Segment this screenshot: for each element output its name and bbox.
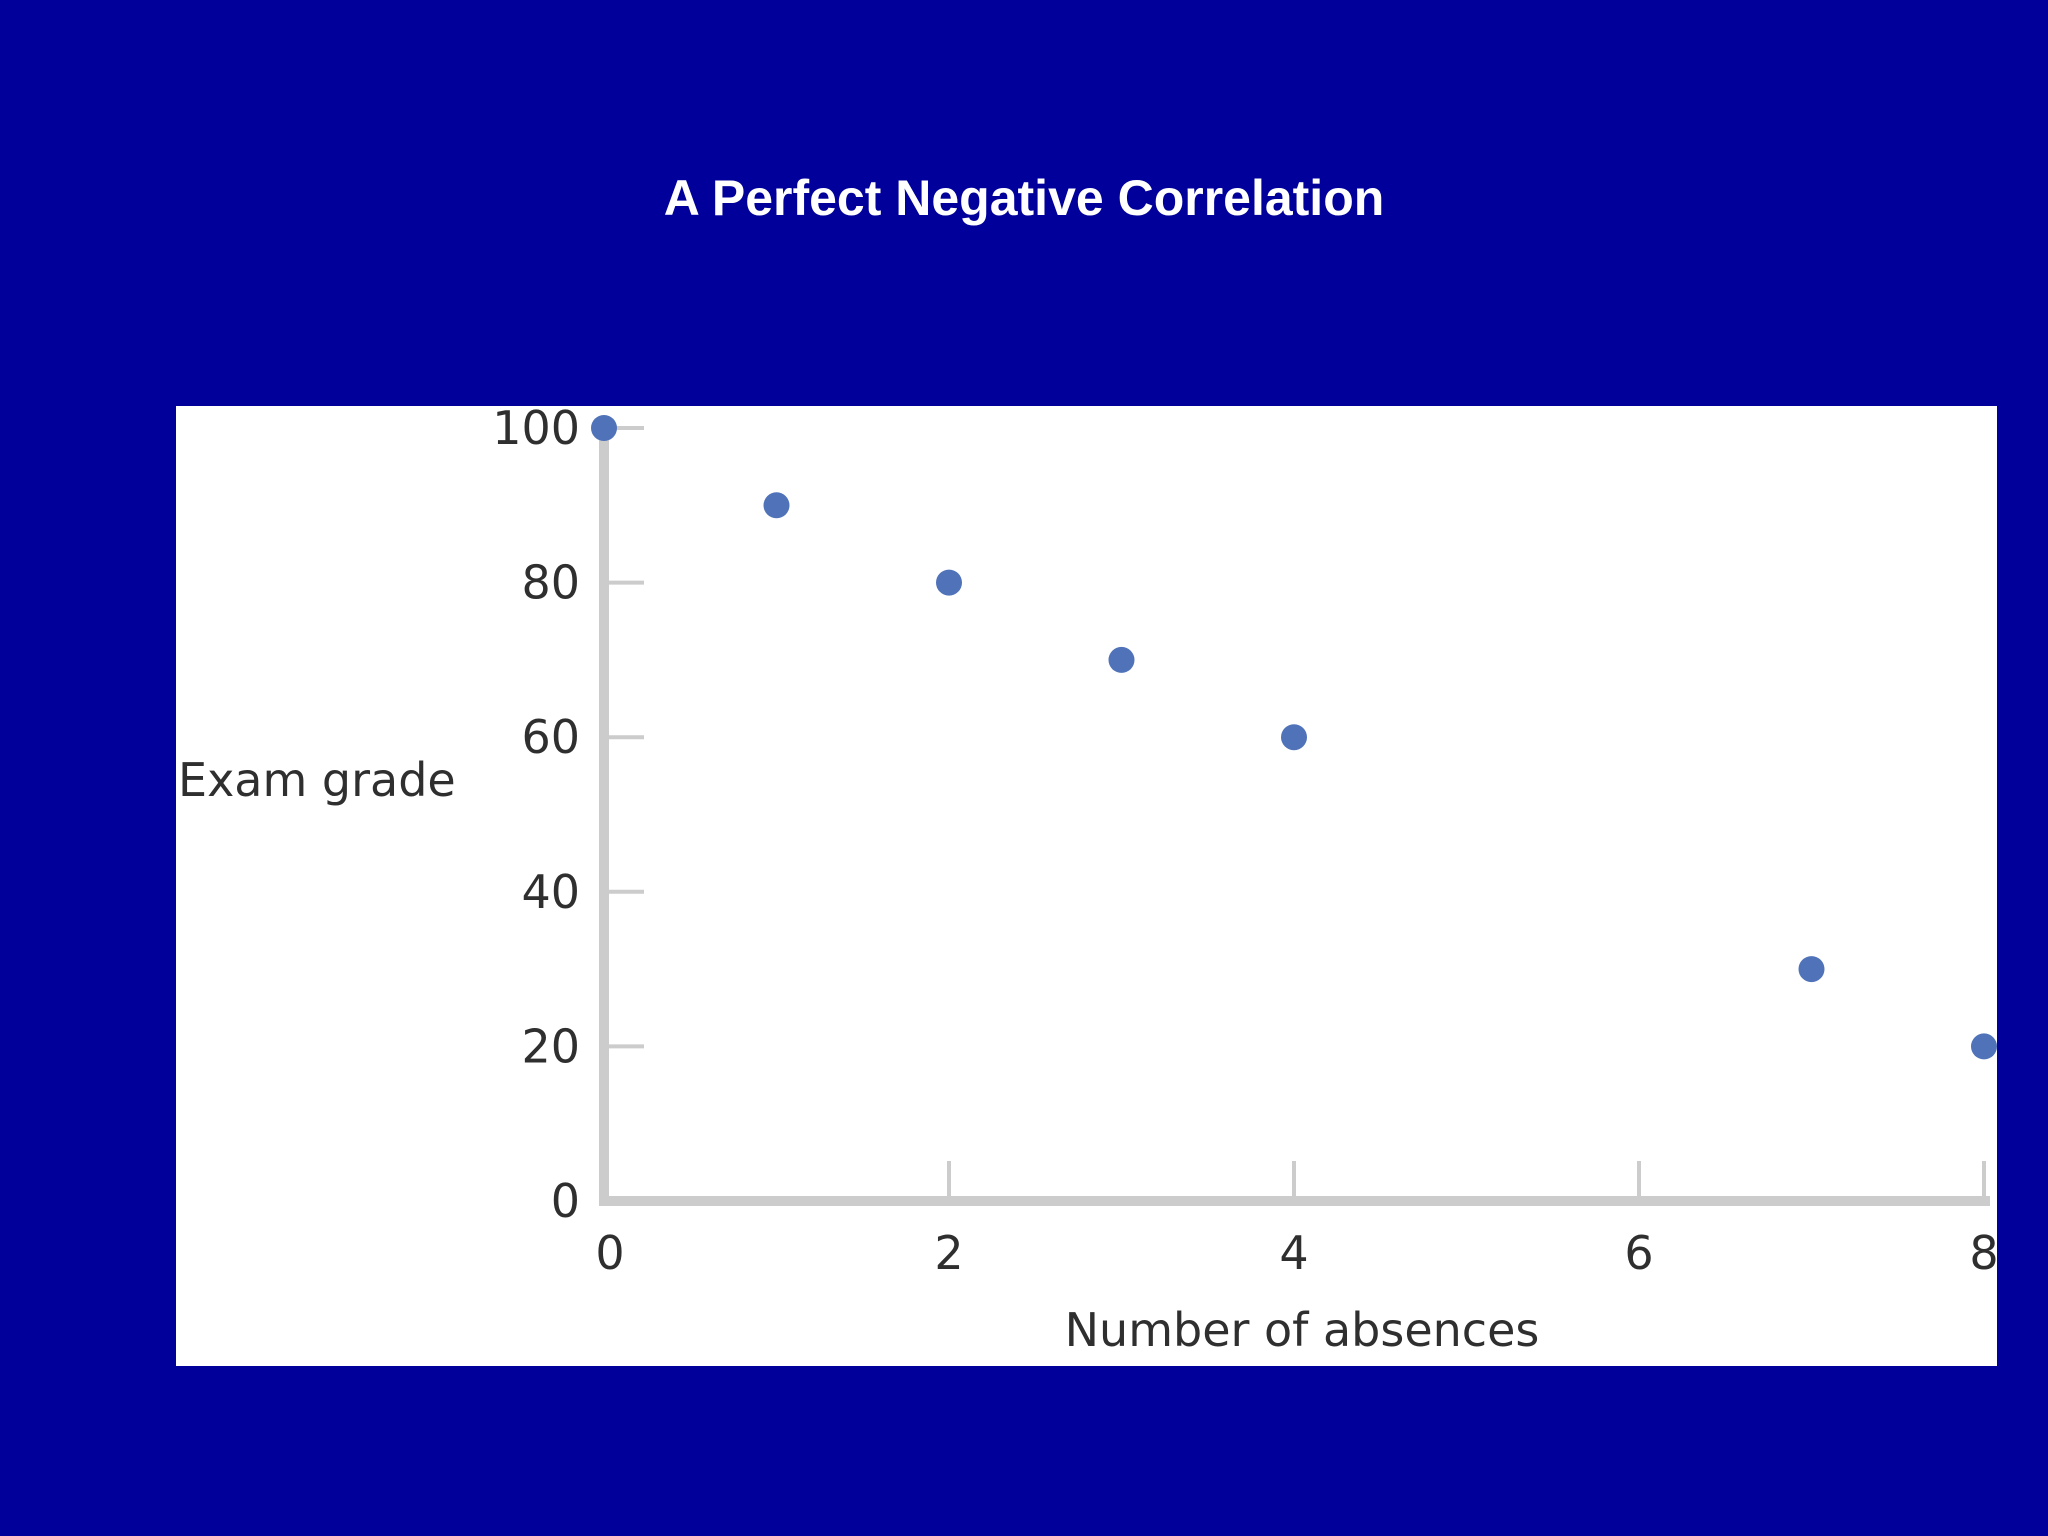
slide-title: A Perfect Negative Correlation bbox=[663, 170, 1385, 226]
data-points-group bbox=[591, 415, 1997, 1060]
data-point bbox=[1281, 724, 1307, 751]
y-axis-title: Exam grade bbox=[178, 753, 456, 807]
y-tick-label: 0 bbox=[551, 1174, 580, 1228]
x-tick-label: 0 bbox=[595, 1226, 624, 1280]
data-point bbox=[1798, 956, 1825, 983]
data-point bbox=[1108, 646, 1135, 673]
x-tick-label: 6 bbox=[1624, 1226, 1653, 1280]
y-tick-label: 20 bbox=[521, 1019, 580, 1073]
x-tick-label: 2 bbox=[934, 1226, 963, 1280]
x-ticks-group: 0 2 4 6 8 bbox=[595, 1161, 1997, 1280]
y-tick-label: 80 bbox=[521, 556, 580, 610]
y-tick-label: 60 bbox=[521, 710, 580, 764]
y-ticks-group: 0 20 40 60 80 100 bbox=[492, 406, 644, 1228]
data-point bbox=[763, 492, 790, 519]
x-axis-title: Number of absences bbox=[1065, 1303, 1540, 1357]
y-tick-label: 100 bbox=[492, 406, 580, 455]
y-tick-label: 40 bbox=[521, 865, 580, 919]
data-point bbox=[591, 415, 617, 441]
chart-panel: 0 20 40 60 80 100 0 2 4 6 8 Exam grade Number of … bbox=[176, 406, 1997, 1366]
x-tick-label: 8 bbox=[1969, 1226, 1997, 1280]
data-point bbox=[1971, 1033, 1997, 1060]
x-tick-label: 4 bbox=[1279, 1226, 1308, 1280]
data-point bbox=[936, 569, 962, 596]
scatter-chart: 0 20 40 60 80 100 0 2 4 6 8 Exam grade Number of … bbox=[178, 406, 1997, 1357]
axes-group bbox=[599, 424, 1990, 1206]
